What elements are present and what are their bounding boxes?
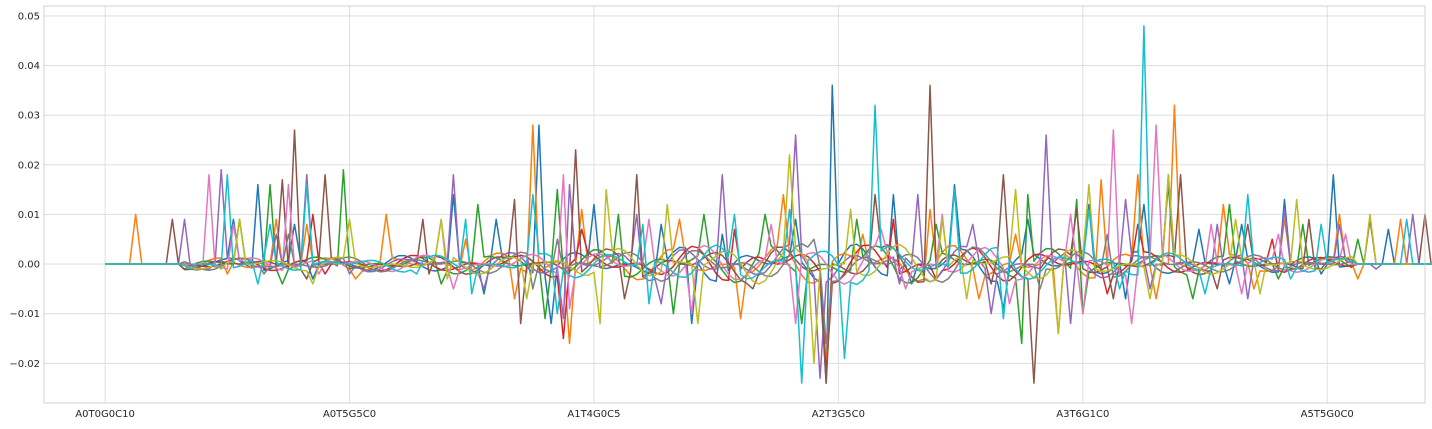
series-line [105, 25, 1432, 384]
series-line [105, 84, 1432, 384]
x-tick-label: A3T6G1C0 [1056, 409, 1109, 420]
y-tick-label: 0.02 [18, 160, 40, 171]
y-tick-label: 0.05 [18, 11, 40, 22]
x-tick-label: A1T4G0C5 [567, 409, 620, 420]
x-tick-label: A2T3G5C0 [812, 409, 865, 420]
x-tick-label: A0T0G0C10 [75, 409, 135, 420]
plot-frame [43, 5, 1426, 404]
y-tick-label: 0.04 [18, 61, 40, 72]
y-tick-label: −0.02 [9, 359, 40, 370]
y-tick-label: −0.01 [9, 309, 40, 320]
series-group [105, 25, 1432, 384]
y-tick-label: 0.03 [18, 111, 40, 122]
x-tick-label: A5T5G0C0 [1301, 409, 1354, 420]
axes: −0.02 −0.01 0.00 0.01 0.02 0.03 0.04 0.05 A0T0G0… [9, 11, 1353, 420]
series-line [105, 154, 1432, 365]
y-tick-label: 0.01 [18, 210, 40, 221]
series-line [105, 233, 1432, 345]
grid [44, 6, 1425, 403]
series-line [105, 124, 1432, 325]
x-tick-label: A0T5G5C0 [323, 409, 376, 420]
y-tick-label: 0.00 [18, 260, 40, 271]
